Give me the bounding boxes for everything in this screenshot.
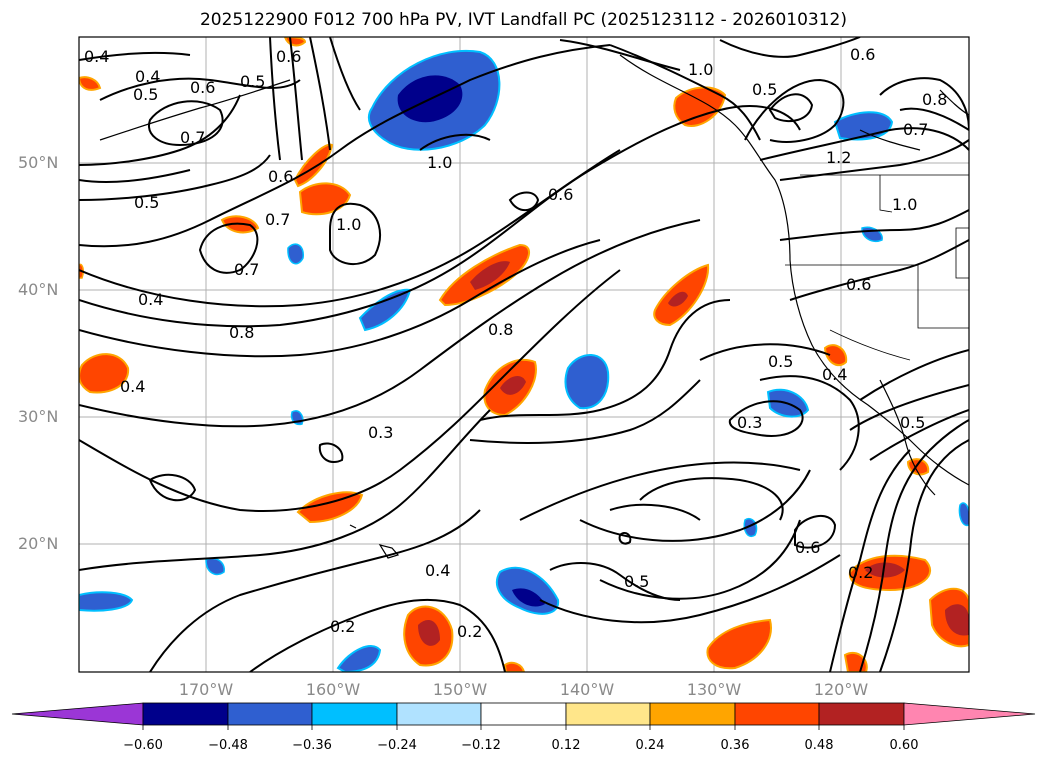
contour-label: 1.0 [892, 195, 917, 214]
positive-anomaly-fills [79, 37, 969, 672]
lat-label-40n: 40°N [18, 280, 59, 299]
contour-label: 0.6 [276, 47, 301, 66]
contour-label: 0.6 [846, 275, 871, 294]
contour-labels: 0.4 0.4 0.5 0.6 0.5 0.6 0.7 0.6 0.5 0.7 … [84, 45, 947, 641]
contour-label: 0.6 [268, 167, 293, 186]
coastlines [99, 54, 969, 559]
contour-label: 0.4 [425, 561, 450, 580]
contour-label: 0.4 [822, 365, 847, 384]
contour-label: 0.5 [134, 193, 159, 212]
contour-label: 0.6 [548, 185, 573, 204]
pv-contours [79, 37, 969, 672]
colorbar-tick-label: −0.12 [461, 738, 501, 753]
contour-label: 0.6 [795, 538, 820, 557]
contour-label: 0.7 [265, 210, 290, 229]
contour-label: 1.2 [826, 148, 851, 167]
lat-label-20n: 20°N [18, 534, 59, 553]
colorbar-tick-label: −0.24 [377, 738, 417, 753]
contour-label: 1.0 [427, 153, 452, 172]
colorbar-tick-label: −0.48 [208, 738, 248, 753]
lon-label-140w: 140°W [559, 680, 615, 699]
colorbar-segment [480, 702, 567, 726]
lon-label-160w: 160°W [305, 680, 361, 699]
state-borders [785, 174, 969, 361]
contour-label: 0.3 [368, 423, 393, 442]
contour-label: 0.5 [900, 413, 925, 432]
lon-label-170w: 170°W [178, 680, 234, 699]
colorbar-segment [649, 702, 736, 726]
colorbar-extend-high [903, 702, 1036, 726]
contour-label: 0.7 [234, 260, 259, 279]
colorbar [11, 702, 1036, 730]
lat-label-50n: 50°N [18, 153, 59, 172]
colorbar-tick-label: 0.36 [720, 738, 750, 753]
contour-label: 0.5 [752, 80, 777, 99]
contour-label: 0.4 [138, 290, 163, 309]
contour-label: 0.4 [120, 377, 145, 396]
lat-label-30n: 30°N [18, 407, 59, 426]
contour-label: 0.4 [84, 47, 109, 66]
colorbar-segment [565, 702, 651, 726]
colorbar-tick-label: −0.36 [292, 738, 332, 753]
map-frame [78, 36, 970, 673]
contour-label: 1.0 [688, 60, 713, 79]
lon-label-120w: 120°W [813, 680, 869, 699]
contour-label: 0.5 [133, 85, 158, 104]
contour-label: 0.2 [457, 622, 482, 641]
colorbar-tick-label: 0.12 [551, 738, 581, 753]
colorbar-segment [734, 702, 820, 726]
colorbar-tick-label: 0.48 [804, 738, 834, 753]
colorbar-segment [142, 702, 229, 726]
colorbar-segment [396, 702, 482, 726]
colorbar-segment [311, 702, 398, 726]
contour-label: 0.7 [180, 128, 205, 147]
colorbar-segment [227, 702, 313, 726]
colorbar-segment [818, 702, 905, 726]
contour-label: 0.5 [240, 72, 265, 91]
contour-label: 0.2 [330, 617, 355, 636]
contour-label: 0.4 [135, 67, 160, 86]
contour-label: 0.2 [848, 563, 873, 582]
colorbar-tick-label: 0.60 [889, 738, 919, 753]
contour-label: 0.7 [903, 120, 928, 139]
contour-label: 0.3 [737, 413, 762, 432]
contour-label: 0.5 [624, 572, 649, 591]
lon-label-130w: 130°W [686, 680, 742, 699]
contour-label: 0.8 [488, 320, 513, 339]
colorbar-tick-label: 0.24 [635, 738, 665, 753]
contour-label: 0.8 [922, 90, 947, 109]
contour-label: 0.5 [768, 352, 793, 371]
figure-title: 2025122900 F012 700 hPa PV, IVT Landfall… [199, 10, 847, 30]
contour-label: 1.0 [336, 215, 361, 234]
colorbar-tick-label: −0.60 [123, 738, 163, 753]
contour-label: 0.6 [190, 78, 215, 97]
lon-label-150w: 150°W [432, 680, 488, 699]
contour-label: 0.6 [850, 45, 875, 64]
contour-label: 0.8 [229, 323, 254, 342]
colorbar-extend-low [11, 702, 144, 726]
